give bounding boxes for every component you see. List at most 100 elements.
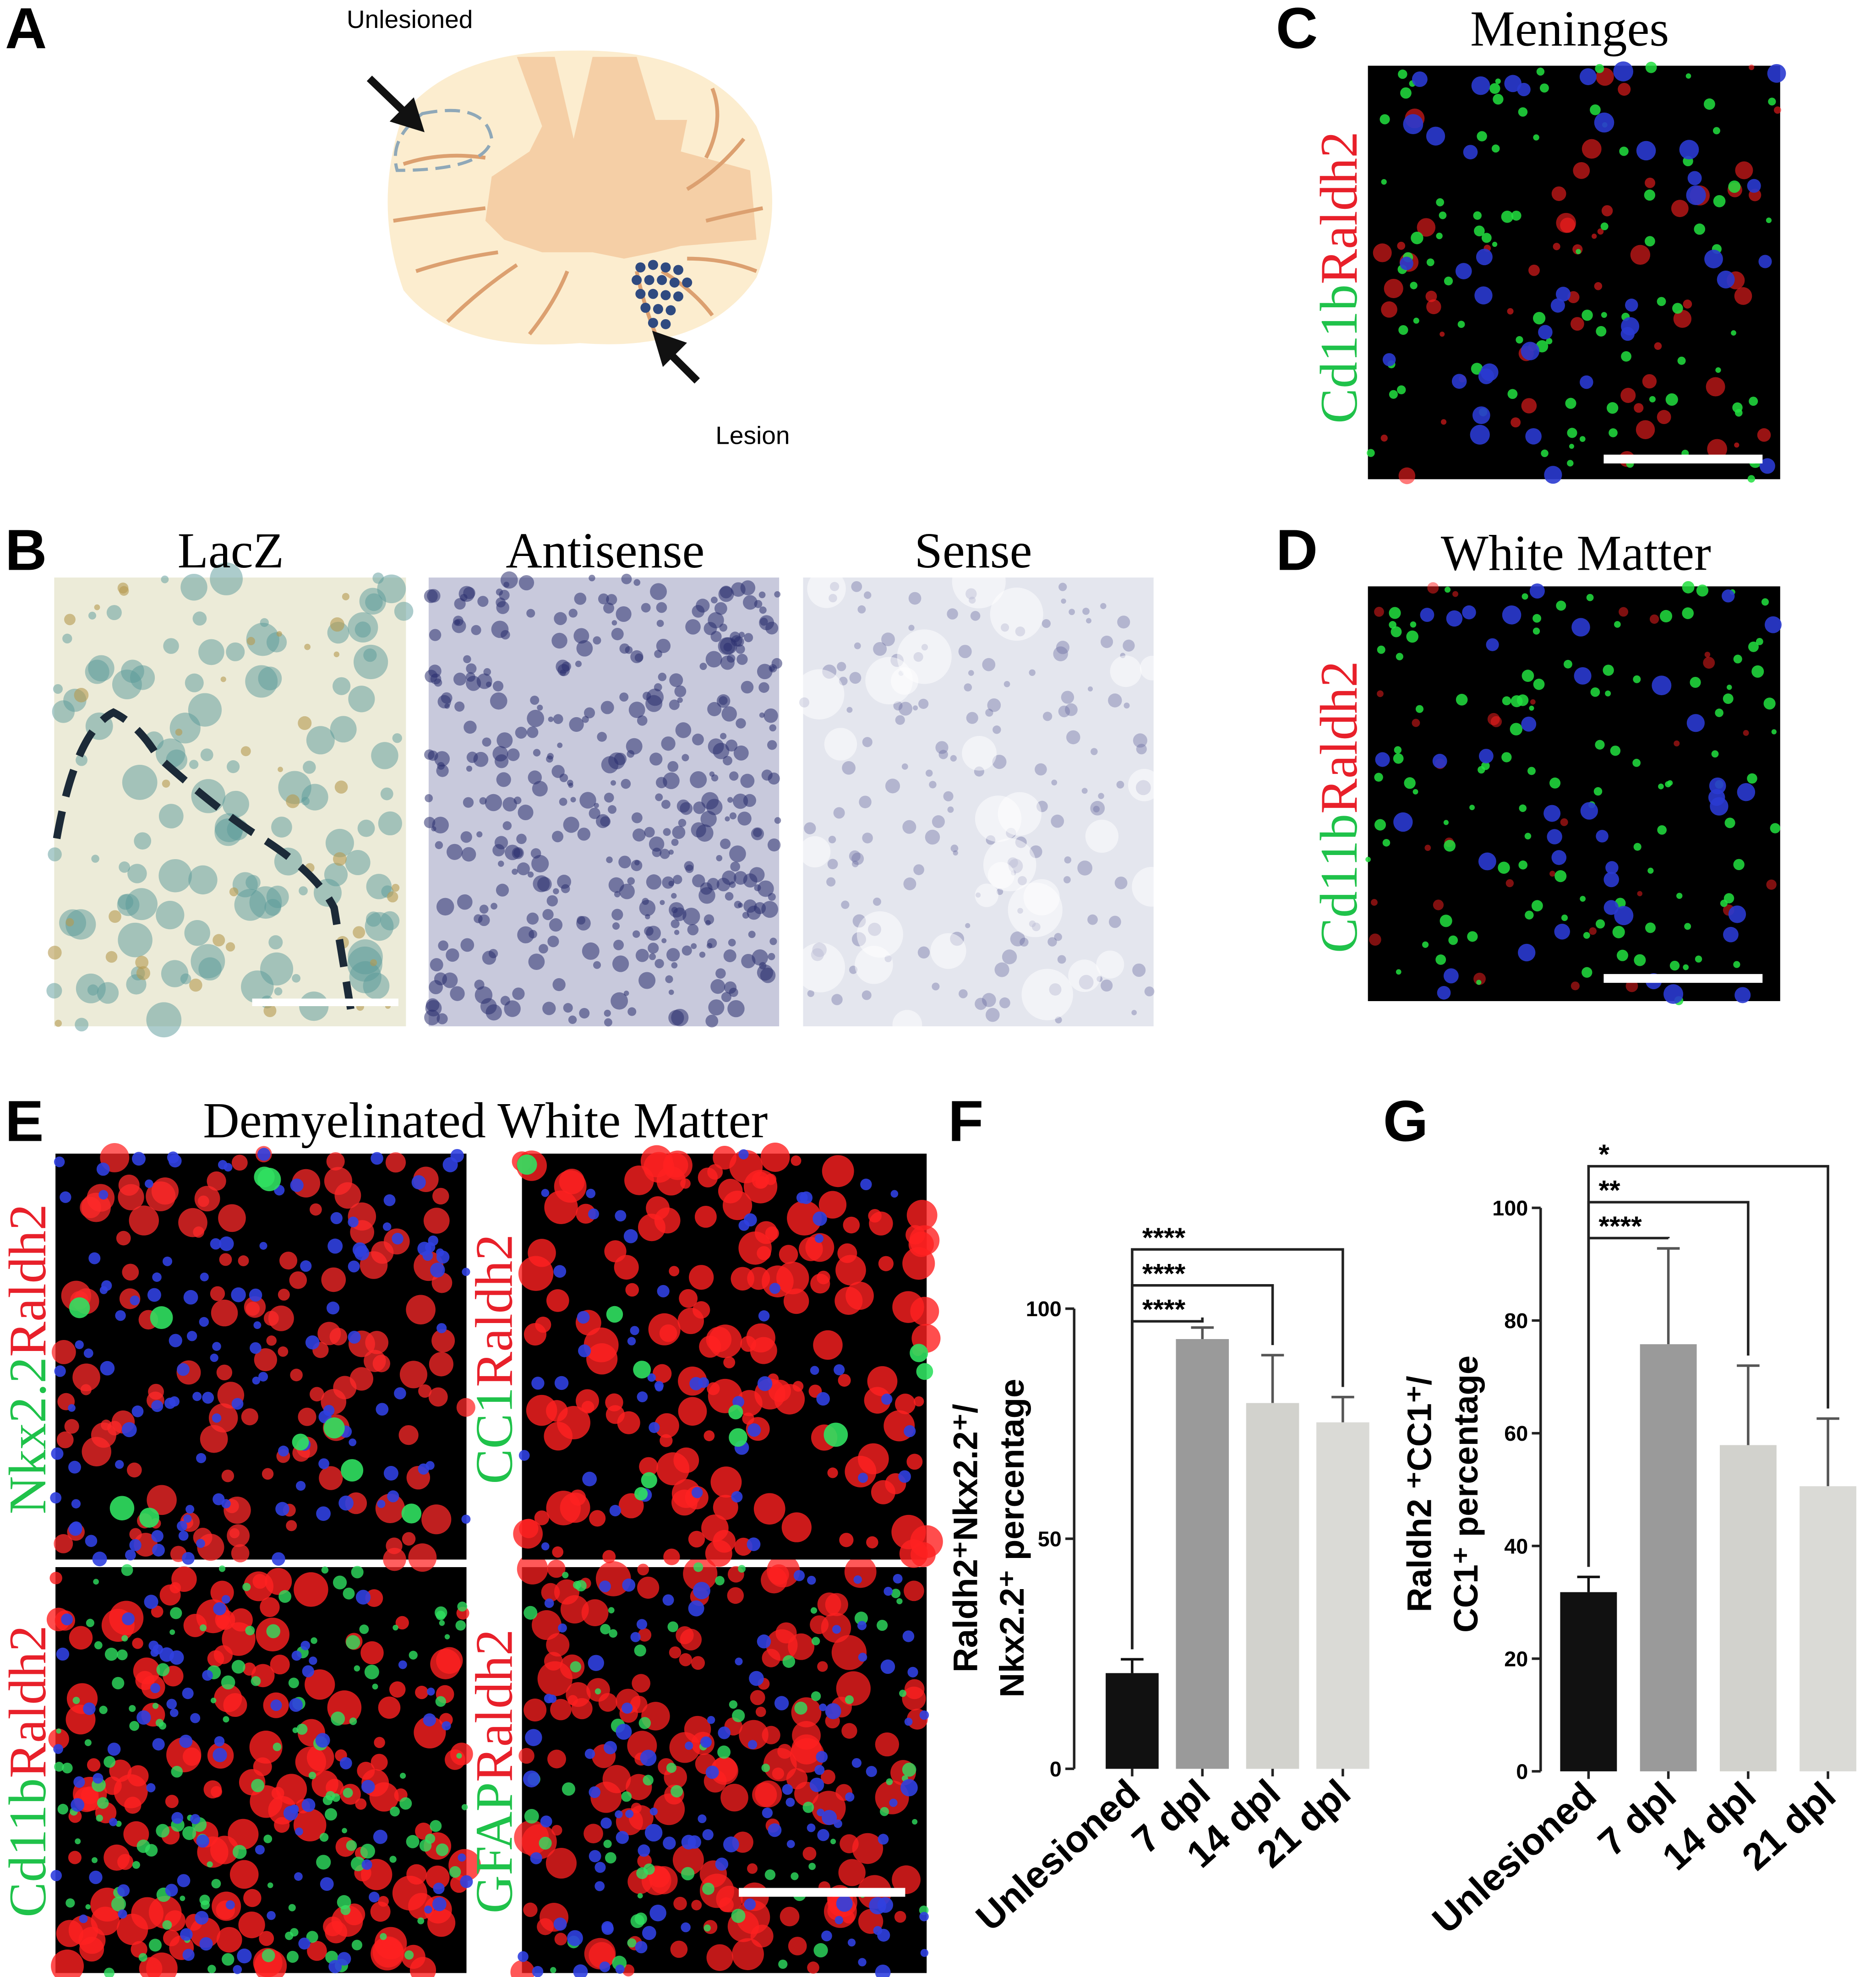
cell bbox=[630, 1326, 639, 1335]
cell bbox=[1100, 603, 1107, 610]
cell bbox=[546, 755, 553, 763]
cell bbox=[918, 698, 929, 709]
cell bbox=[595, 814, 610, 828]
cell bbox=[434, 678, 442, 687]
cell bbox=[1528, 264, 1540, 276]
cell bbox=[908, 592, 922, 605]
cell bbox=[661, 938, 667, 943]
cell bbox=[1502, 696, 1511, 706]
cell bbox=[479, 797, 487, 805]
cell bbox=[669, 699, 680, 710]
cell bbox=[1734, 442, 1740, 448]
cell bbox=[1569, 444, 1574, 449]
cell bbox=[1618, 82, 1631, 96]
cell bbox=[541, 1542, 550, 1551]
cell bbox=[179, 1734, 193, 1748]
cell bbox=[216, 1364, 233, 1381]
cell bbox=[377, 1500, 386, 1509]
cell bbox=[334, 780, 348, 794]
cell bbox=[383, 1547, 406, 1571]
cell bbox=[908, 625, 915, 631]
cell bbox=[649, 1866, 678, 1895]
cell bbox=[161, 960, 189, 987]
cell bbox=[482, 951, 496, 965]
cell bbox=[225, 942, 235, 952]
cell bbox=[1571, 317, 1584, 331]
cell bbox=[1636, 420, 1655, 439]
cell bbox=[219, 1236, 234, 1251]
cell bbox=[1555, 287, 1571, 302]
cell bbox=[858, 1652, 867, 1662]
cell bbox=[219, 1253, 232, 1266]
cell bbox=[1108, 693, 1122, 708]
cell bbox=[85, 1535, 98, 1547]
cell bbox=[107, 1743, 121, 1756]
cell bbox=[866, 1536, 878, 1549]
cell bbox=[1096, 950, 1124, 979]
cell bbox=[932, 815, 945, 828]
cell bbox=[910, 1296, 939, 1326]
cell bbox=[79, 1914, 88, 1923]
cell bbox=[152, 1544, 165, 1557]
cell bbox=[1410, 282, 1418, 289]
cell bbox=[290, 1928, 299, 1937]
cell bbox=[541, 1189, 550, 1197]
cell bbox=[306, 726, 335, 755]
cell bbox=[904, 1425, 916, 1438]
cell bbox=[138, 1953, 147, 1962]
cell bbox=[603, 602, 615, 614]
bar bbox=[1316, 1422, 1369, 1769]
cell bbox=[1109, 915, 1121, 928]
cell bbox=[276, 631, 282, 637]
cell bbox=[480, 998, 497, 1015]
cell bbox=[702, 1882, 714, 1895]
cell bbox=[836, 1671, 871, 1706]
cell bbox=[1737, 783, 1756, 801]
cell bbox=[83, 1348, 93, 1358]
cell bbox=[1131, 1010, 1137, 1015]
cell bbox=[518, 1450, 530, 1461]
cell bbox=[985, 708, 993, 717]
cell bbox=[739, 1720, 769, 1750]
cell bbox=[515, 726, 527, 739]
cell bbox=[518, 1951, 529, 1962]
cell bbox=[436, 1647, 463, 1674]
cell bbox=[392, 1233, 404, 1245]
cell bbox=[827, 1467, 838, 1478]
cell bbox=[754, 600, 763, 608]
cell bbox=[869, 1897, 887, 1915]
cell bbox=[301, 797, 310, 806]
cell bbox=[319, 1466, 343, 1490]
cell bbox=[158, 804, 184, 828]
cell bbox=[925, 829, 940, 845]
cell bbox=[891, 1514, 926, 1549]
cell bbox=[1733, 654, 1742, 664]
cell bbox=[1704, 250, 1723, 268]
cell bbox=[589, 1850, 601, 1863]
cell bbox=[811, 1691, 821, 1701]
cell bbox=[158, 1722, 167, 1730]
cell bbox=[116, 1231, 131, 1246]
cell bbox=[705, 651, 722, 668]
cell bbox=[1486, 638, 1499, 651]
cell bbox=[212, 1413, 222, 1423]
cell bbox=[752, 1782, 777, 1808]
cell bbox=[207, 1861, 213, 1868]
cell bbox=[244, 1296, 266, 1318]
cell bbox=[72, 1363, 100, 1391]
cell bbox=[298, 1937, 311, 1950]
cell bbox=[278, 1590, 292, 1603]
cell bbox=[258, 1372, 268, 1382]
cell bbox=[554, 612, 567, 625]
cell bbox=[642, 898, 649, 905]
cell bbox=[1403, 114, 1423, 135]
cell bbox=[661, 800, 671, 809]
cell bbox=[552, 978, 566, 991]
cell bbox=[900, 1779, 918, 1797]
cell bbox=[258, 666, 282, 691]
cell bbox=[1042, 712, 1053, 721]
cell bbox=[627, 750, 635, 758]
cell bbox=[1086, 618, 1092, 624]
cell bbox=[707, 702, 722, 716]
cell bbox=[526, 609, 535, 618]
